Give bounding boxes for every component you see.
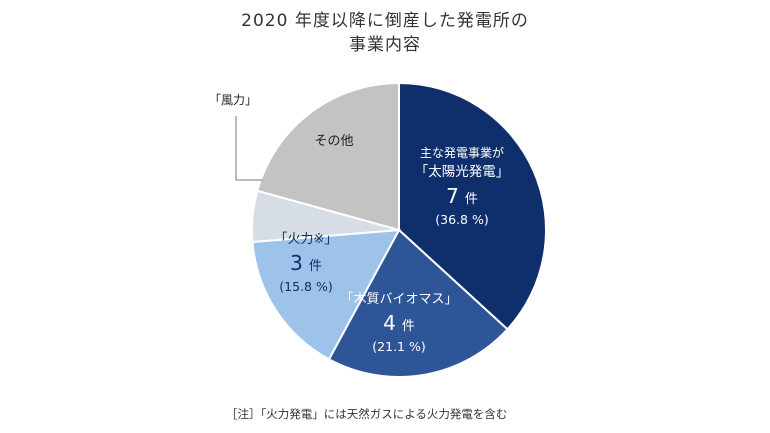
- slice-label-biomass-0: 「木質バイオマス」: [340, 292, 457, 307]
- chart-title-line2: 事業内容: [349, 35, 421, 55]
- chart-title-line1: 2020 年度以降に倒産した発電所の: [241, 11, 529, 31]
- slice-label-thermal-0: 「火力※」: [275, 232, 338, 247]
- callout-line-wind: [235, 116, 263, 181]
- pie-slices: [251, 81, 547, 378]
- footnote: ［注］「火力発電」には天然ガスによる火力発電を含む: [226, 407, 508, 421]
- pie-slice-solar: [398, 81, 547, 331]
- pie-slice-other: [256, 81, 400, 232]
- slice-pct-biomass: (21.1 %): [372, 339, 425, 354]
- pie-slice-thermal: [251, 228, 401, 361]
- slice-pct-solar: (36.8 %): [435, 212, 488, 227]
- pie-labels: 主な発電事業が「太陽光発電」 7 件 (36.8 %) 「木質バイオマス」 4 件 (21.1…: [209, 93, 509, 354]
- slice-label-solar-0: 主な発電事業が: [420, 145, 504, 160]
- pie-slice-biomass: [327, 228, 509, 378]
- callout-label-wind: 「風力」: [209, 93, 257, 107]
- slice-pct-thermal: (15.8 %): [279, 279, 332, 294]
- slice-label-other-0: その他: [314, 134, 353, 149]
- slice-label-solar-1: 「太陽光発電」: [415, 164, 510, 180]
